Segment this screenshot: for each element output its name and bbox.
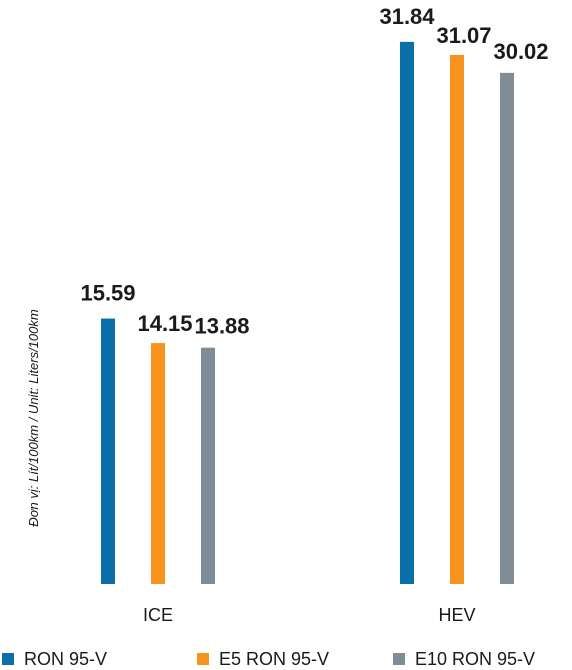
legend-label-series-2: E5 RON 95-V: [219, 649, 329, 669]
legend: RON 95-V E5 RON 95-V E10 RON 95-V: [2, 649, 535, 669]
value-label-ice-series-2: 14.15: [137, 311, 192, 336]
legend-item-series-2: E5 RON 95-V: [197, 649, 329, 669]
category-label-hev: HEV: [438, 605, 475, 625]
legend-label-series-3: E10 RON 95-V: [415, 649, 535, 669]
legend-item-series-1: RON 95-V: [2, 649, 107, 669]
legend-item-series-3: E10 RON 95-V: [393, 649, 535, 669]
value-label-hev-series-3: 30.02: [493, 39, 548, 64]
bar-ice-series-3: [201, 347, 215, 584]
legend-swatch-series-2: [197, 653, 209, 665]
bar-ice-series-2: [151, 343, 165, 584]
bar-hev-series-1: [400, 41, 414, 584]
bar-hev-series-2: [450, 54, 464, 584]
category-labels-group: ICE HEV: [143, 605, 476, 625]
bars-group: [101, 41, 514, 584]
value-label-ice-series-1: 15.59: [80, 281, 135, 306]
category-label-ice: ICE: [143, 605, 173, 625]
legend-swatch-series-1: [2, 653, 14, 665]
value-label-ice-series-3: 13.88: [194, 314, 249, 339]
legend-label-series-1: RON 95-V: [24, 649, 107, 669]
value-label-hev-series-1: 31.84: [379, 4, 435, 29]
bar-hev-series-3: [500, 72, 514, 584]
value-label-hev-series-2: 31.07: [436, 23, 491, 48]
bar-ice-series-1: [101, 318, 115, 584]
legend-swatch-series-3: [393, 653, 405, 665]
y-axis-label: Đơn vị: Lít/100km / Unit: Liters/100km: [26, 309, 41, 527]
